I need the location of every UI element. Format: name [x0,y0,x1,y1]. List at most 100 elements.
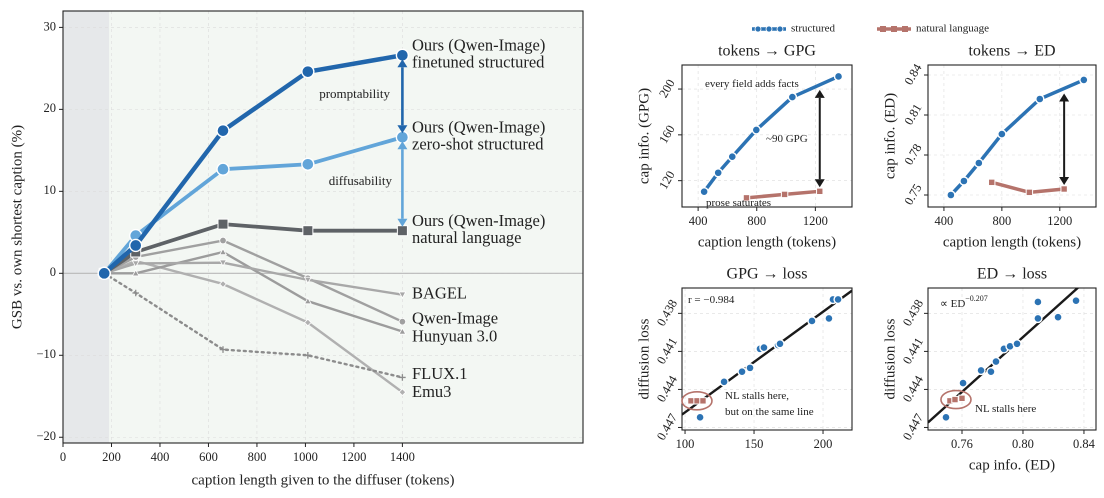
arrow-head [1059,93,1070,102]
x-tick-label: 1400 [390,450,415,464]
x-tick-label: 0.80 [1012,437,1034,451]
x-tick-label: 400 [689,214,708,228]
marker [219,247,227,256]
series-label: Ours (Qwen-Image) [412,118,545,137]
marker [941,412,951,423]
marker [132,289,140,297]
marker [302,225,314,237]
arrow-head [1059,177,1070,185]
legend-marker [754,25,762,33]
marker [1060,185,1068,193]
legend-marker [891,26,897,32]
y-tick-label: 0.441 [900,335,926,366]
marker [997,129,1007,139]
marker [1053,312,1063,322]
marker [303,297,312,305]
plot-frame [681,287,853,431]
marker [745,363,755,373]
x-axis-label: caption length given to the diffuser (to… [192,472,455,488]
marker [986,366,996,377]
legend-marker [765,25,773,33]
series-label: zero-shot structured [412,135,544,154]
arrow-head [397,59,408,68]
marker [398,291,407,299]
y-tick-label: 0.441 [654,335,680,366]
marker [1035,94,1045,104]
marker [1025,188,1034,197]
marker [699,186,709,197]
marker [759,342,769,353]
marker [751,125,762,135]
marker [396,225,408,237]
marker [301,64,315,79]
y-tick-label: 0.78 [901,141,924,167]
series-label: Ours (Qwen-Image) [412,36,545,55]
marker [219,259,227,267]
annotation: prose saturates [706,197,771,209]
marker [1033,313,1043,324]
y-tick-label: 0.84 [901,61,924,88]
x-tick-label: 1000 [293,450,318,464]
marker [303,276,312,284]
legend-label: natural language [916,23,989,35]
y-tick-label: 160 [656,123,677,146]
chart-title: tokens → ED [968,43,1055,60]
marker [742,194,751,202]
series-label: Qwen-Image [412,308,498,327]
marker [304,351,312,359]
x-tick-label: 600 [199,450,218,464]
y-axis-label: cap info. (ED) [882,93,898,179]
marker [959,176,969,186]
marker [131,260,140,268]
marker [398,327,407,335]
y-tick-label: 0.438 [900,297,926,328]
arrow-head [397,218,408,227]
x-tick-label: 100 [676,437,695,451]
marker [1033,297,1043,307]
marker [988,178,996,187]
highlight-ellipse [681,391,713,411]
x-tick-label: 800 [747,214,766,228]
plot-frame [927,64,1097,208]
annotation-text: ∝ ED [940,298,965,310]
marker [787,92,798,102]
marker [398,388,407,397]
x-tick-label: 1200 [803,214,828,228]
x-axis-label: caption length (tokens) [943,234,1081,250]
marker [217,218,229,230]
x-tick-label: 150 [745,437,764,451]
y-tick-label: 0.444 [654,373,681,405]
x-tick-label: 1200 [341,450,366,464]
chart-title: GPG → loss [727,266,808,283]
y-tick-label: 0.438 [654,297,680,328]
annotation-superscript: −0.207 [965,294,988,303]
marker [219,236,227,245]
x-tick-label: 200 [814,437,833,451]
marker [129,238,143,253]
y-axis-label: cap info. (GPG) [636,88,652,184]
series-label: Hunyuan 3.0 [412,326,497,345]
annotation-text: ~90 GPG [766,133,808,145]
highlight-ellipse [940,389,972,410]
y-tick-label: 30 [44,19,57,33]
annotation: NL stalls here [975,403,1036,415]
plot-frame [62,10,584,444]
y-tick-label: −20 [36,429,56,443]
marker [687,397,695,405]
y-axis-label: diffusion loss [636,318,652,399]
marker [833,294,843,305]
y-axis-label: GSB vs. own shortest caption (%) [9,125,25,329]
marker [958,378,968,388]
legend-marker [776,25,784,33]
x-axis-label: caption length (tokens) [698,234,836,250]
marker [1079,75,1089,85]
y-tick-label: 0 [50,265,56,279]
arrow-head [397,125,408,134]
marker [398,317,407,326]
series-label: FLUX.1 [412,364,467,383]
marker [807,316,817,326]
marker [824,313,834,324]
fit-line [682,289,852,416]
